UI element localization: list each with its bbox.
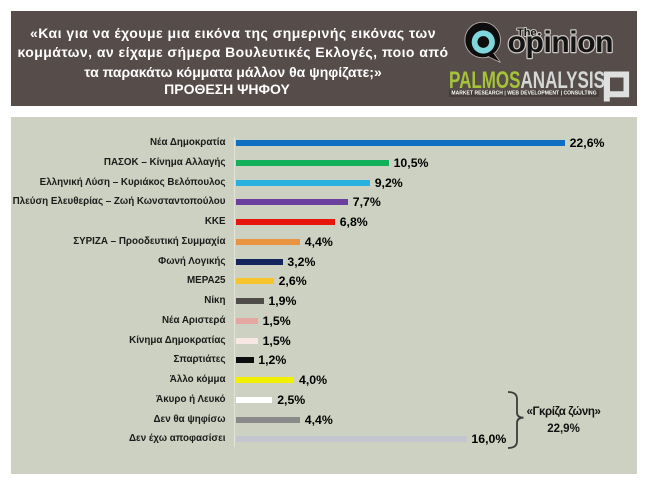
svg-text:opinion: opinion [508, 26, 613, 59]
svg-text:The: The [517, 27, 537, 39]
